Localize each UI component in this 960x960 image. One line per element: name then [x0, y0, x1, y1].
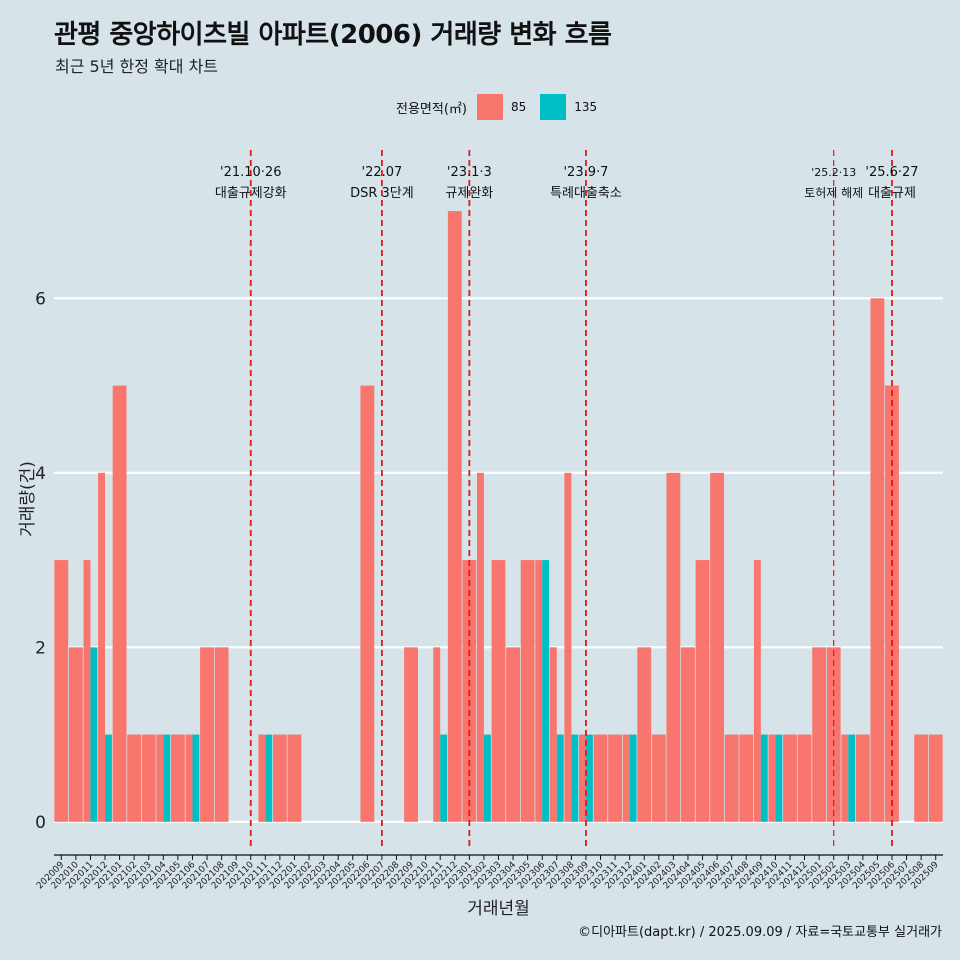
bar-85-202310	[593, 734, 608, 822]
event-label-0: 대출규제강화	[215, 186, 287, 201]
bar-135-202011	[90, 647, 98, 822]
bar-135-202309	[585, 734, 593, 822]
y-axis-title: 거래량(건)	[18, 461, 38, 537]
axis-layer: 0246거래량(건)202009202010202011202012202101…	[18, 289, 943, 919]
event-date-5: '25.6·27	[865, 165, 918, 180]
legend-item-135: 135	[540, 94, 611, 120]
bar-135-202503	[848, 734, 856, 822]
y-tick-label: 0	[35, 813, 46, 833]
bar-85-202106	[185, 734, 193, 822]
y-tick-label: 4	[35, 464, 46, 484]
bar-135-202312	[629, 734, 637, 822]
legend: 전용면적(㎡) 85 135	[396, 93, 611, 121]
bar-85-202304	[506, 647, 520, 822]
bar-135-202211	[440, 734, 448, 822]
event-label-4: 토허제 해제	[804, 186, 863, 200]
chart-subtitle: 최근 5년 한정 확대 차트	[55, 57, 219, 76]
event-date-3: '23.9·7	[563, 165, 608, 180]
bar-85-202505	[870, 298, 885, 822]
bar-85-202102	[127, 734, 142, 822]
bar-85-202108	[214, 647, 229, 822]
bar-85-202012	[98, 472, 106, 822]
bar-135-202106	[192, 734, 200, 822]
bar-85-202212	[447, 211, 462, 822]
bar-85-202111	[258, 734, 266, 822]
event-date-4: '25.2·13	[811, 166, 856, 179]
bar-135-202012	[105, 734, 112, 822]
bar-85-202303	[491, 560, 506, 822]
bar-85-202201	[287, 734, 302, 822]
bar-85-202405	[695, 560, 710, 822]
bar-85-202103	[141, 734, 156, 822]
bar-85-202101	[112, 385, 127, 822]
caption: ©디아파트(dapt.kr) / 2025.09.09 / 자료=국토교통부 실…	[578, 925, 942, 940]
legend-item-85: 85	[476, 94, 540, 120]
bar-85-202306	[535, 560, 543, 822]
bar-85-202009	[54, 560, 69, 822]
bar-85-202509	[928, 734, 943, 822]
event-date-2: '23.1·3	[447, 165, 492, 180]
x-axis-title: 거래년월	[467, 899, 530, 919]
bar-85-202104	[156, 734, 164, 822]
y-tick-label: 6	[35, 289, 46, 309]
bar-135-202104	[163, 734, 171, 822]
chart-title: 관평 중앙하이츠빌 아파트(2006) 거래량 변화 흐름	[54, 20, 612, 50]
event-label-1: DSR 3단계	[350, 186, 414, 201]
bar-85-202302	[477, 472, 484, 822]
bar-85-202311	[608, 734, 623, 822]
bar-85-202410	[768, 734, 776, 822]
legend-label-85: 85	[510, 100, 527, 114]
event-label-5: 대출규제	[868, 186, 916, 201]
bar-135-202302	[483, 734, 491, 822]
bar-85-202411	[783, 734, 797, 822]
bar-85-202503	[841, 734, 849, 822]
bar-85-202107	[200, 647, 214, 822]
legend-label-135: 135	[574, 100, 598, 114]
bar-85-202211	[433, 647, 441, 822]
legend-swatch-85	[476, 94, 503, 120]
bar-85-202309	[579, 734, 586, 822]
bar-85-202011	[83, 560, 91, 822]
bar-85-202105	[170, 734, 185, 822]
bar-85-202209	[404, 647, 418, 822]
bar-135-202308	[571, 734, 579, 822]
bar-85-202508	[914, 734, 929, 822]
bar-85-202412	[797, 734, 812, 822]
bar-85-202504	[855, 734, 870, 822]
bar-85-202409	[753, 560, 761, 822]
bar-85-202312	[622, 734, 630, 822]
bar-135-202111	[265, 734, 273, 822]
bar-85-202404	[681, 647, 695, 822]
bar-85-202407	[724, 734, 739, 822]
bar-85-202010	[68, 647, 83, 822]
event-layer: '21.10·26 대출규제강화 '22.07 DSR 3단계 '23.1·3 규제완화 '…	[215, 150, 919, 848]
bar-85-202308	[564, 472, 572, 822]
event-date-0: '21.10·26	[220, 165, 281, 180]
event-date-1: '22.07	[362, 165, 403, 180]
bar-layer	[54, 211, 943, 822]
bar-85-202305	[520, 560, 535, 822]
legend-title: 전용면적(㎡)	[396, 101, 467, 117]
event-label-3: 특례대출축소	[550, 186, 622, 201]
bar-85-202402	[651, 734, 666, 822]
bar-135-202409	[760, 734, 768, 822]
bar-85-202403	[666, 472, 681, 822]
bar-85-202307	[549, 647, 557, 822]
bar-85-202206	[360, 385, 375, 822]
bar-85-202406	[710, 472, 725, 822]
bar-135-202410	[775, 734, 783, 822]
bar-85-202501	[812, 647, 827, 822]
legend-swatch-135	[540, 94, 567, 120]
bar-85-202401	[637, 647, 652, 822]
bar-85-202112	[272, 734, 287, 822]
bar-135-202306	[542, 560, 550, 822]
bar-85-202408	[739, 734, 754, 822]
y-tick-label: 2	[35, 638, 46, 658]
bar-135-202307	[556, 734, 564, 822]
event-label-2: 규제완화	[445, 186, 493, 201]
